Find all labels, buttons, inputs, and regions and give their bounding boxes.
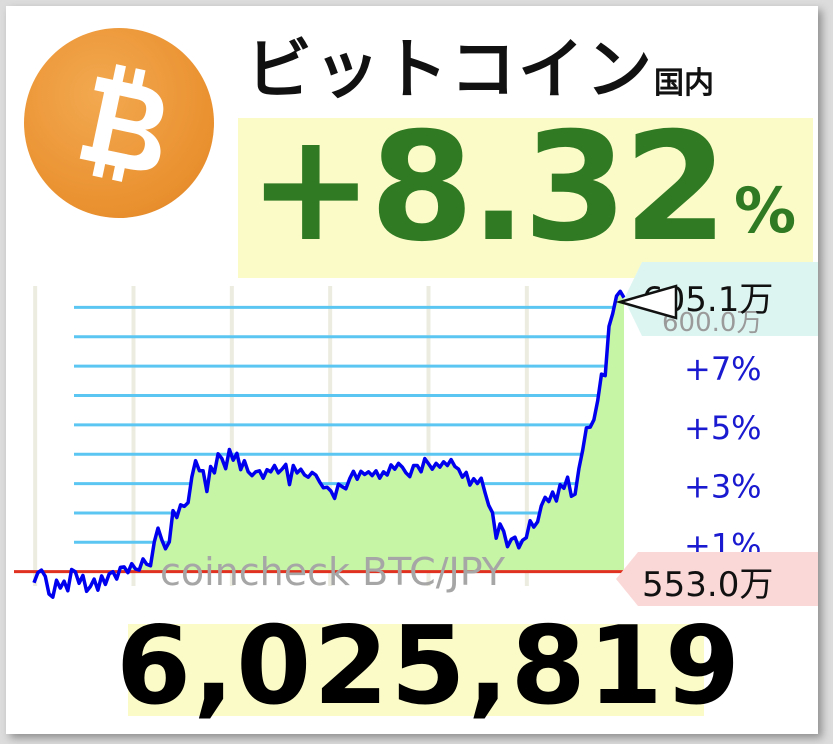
- bitcoin-icon: [79, 64, 164, 182]
- ticker-card: ビットコイン 国内 +8.32 % +1% +3% +5% +7% coincheck…: [6, 6, 818, 734]
- price-line: [32, 289, 626, 599]
- percent-tick-label: +5%: [684, 409, 762, 447]
- change-percent-unit: %: [734, 174, 797, 247]
- bitcoin-logo: [24, 28, 214, 218]
- price-highlight: [128, 624, 704, 716]
- open-price-tag: [616, 552, 818, 606]
- close-price-pointer-icon: [615, 284, 678, 320]
- open-price-label: 553.0万: [642, 565, 773, 605]
- change-percent: +8.32: [248, 101, 728, 275]
- market-region: 国内: [654, 66, 714, 101]
- current-price: 6,025,819: [116, 604, 743, 729]
- coin-name: ビットコイン: [246, 31, 654, 108]
- covered-tick-label: 600.0万: [662, 308, 762, 338]
- percent-tick-label: +3%: [684, 468, 762, 506]
- change-highlight: [238, 118, 813, 278]
- price-chart: +1%+3%+5%+7% coincheck BTC/JPY 600.0万 60…: [14, 262, 818, 606]
- percent-tick-labels: +1%+3%+5%+7%: [684, 350, 762, 564]
- price-area-fill: [34, 291, 624, 572]
- chart-watermark: coincheck BTC/JPY: [160, 550, 506, 594]
- percent-tick-label: +7%: [684, 350, 762, 388]
